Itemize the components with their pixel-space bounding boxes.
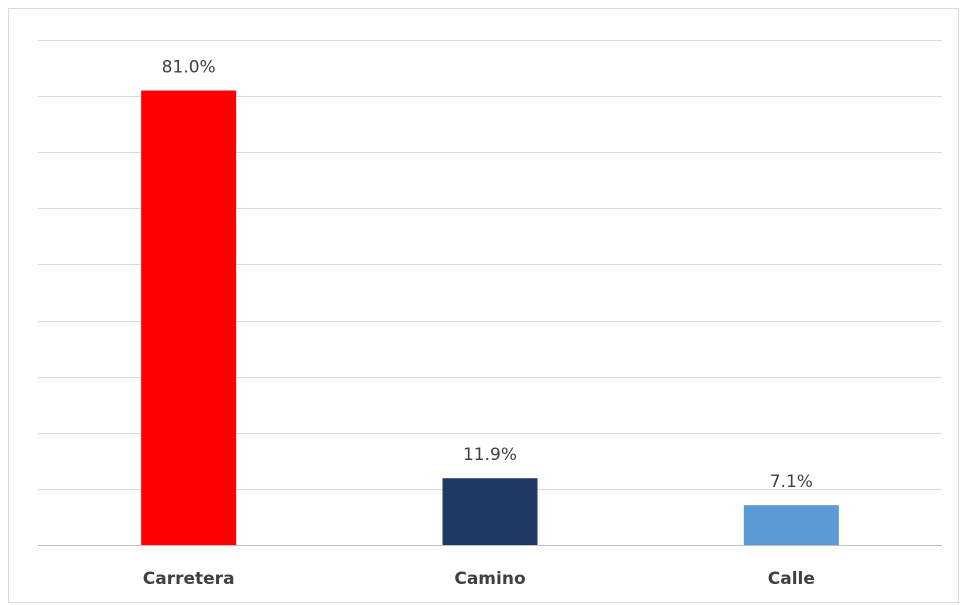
data-label-camino: 11.9% (463, 445, 517, 465)
bars (141, 90, 839, 545)
tick-label-carretera: Carretera (143, 569, 235, 589)
x-tick-labels: Carretera Camino Calle (143, 569, 815, 589)
data-labels: 81.0% 11.9% 7.1% (162, 58, 813, 493)
data-label-calle: 7.1% (770, 472, 813, 492)
data-label-carretera: 81.0% (162, 58, 216, 78)
tick-label-calle: Calle (768, 569, 815, 589)
bar-camino (442, 478, 538, 545)
bar-calle (743, 505, 839, 545)
tick-label-camino: Camino (454, 569, 525, 589)
bar-carretera (141, 90, 237, 545)
